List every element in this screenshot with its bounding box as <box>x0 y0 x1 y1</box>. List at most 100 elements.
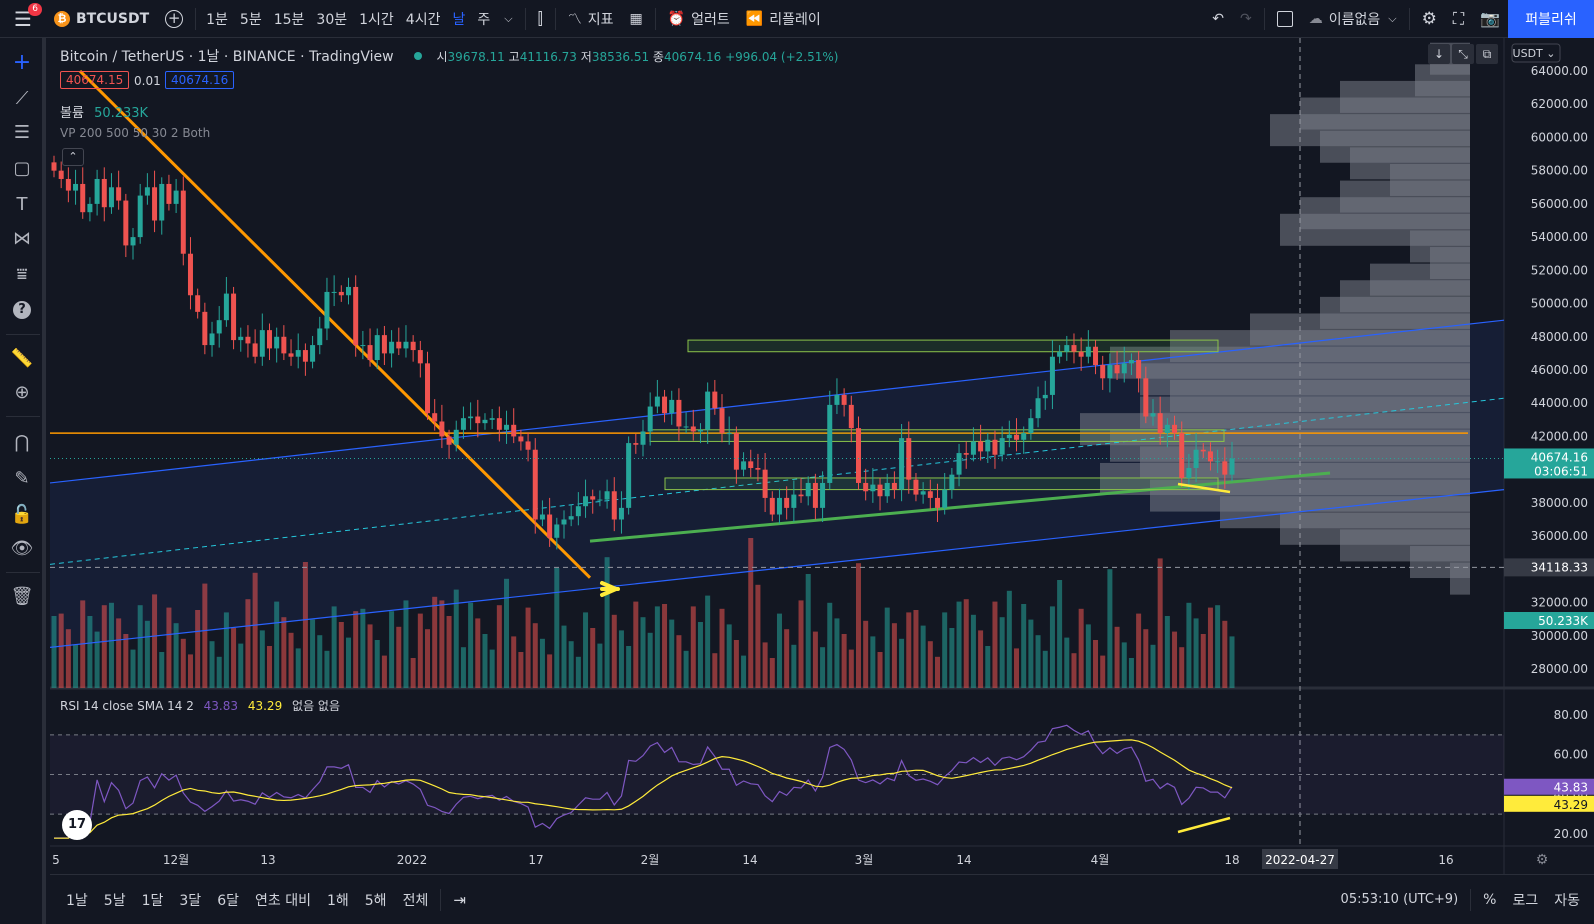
volume-bar <box>346 637 351 688</box>
trash-icon[interactable]: 🗑 <box>10 585 34 607</box>
volume-bar <box>1207 607 1213 688</box>
interval-2[interactable]: 15분 <box>273 11 305 28</box>
range-6[interactable]: 1해 <box>326 892 349 909</box>
replay-button[interactable]: ⏪ 리플레이 <box>738 0 829 38</box>
percent-toggle[interactable]: % <box>1483 891 1497 908</box>
shape-icon[interactable]: ▢ <box>13 157 31 179</box>
interval-6[interactable]: 날 <box>452 11 466 28</box>
scroll-down-button[interactable]: ↓ <box>1428 44 1450 64</box>
fullscreen-button[interactable]: ⛶ <box>1445 0 1472 38</box>
pattern-icon[interactable]: ⋈ <box>13 227 31 249</box>
text-icon[interactable]: T <box>16 193 28 215</box>
interval-5[interactable]: 4시간 <box>405 11 441 28</box>
chart-pane[interactable]: 64000.00 62000.00 60000.00 58000.00 56000.00… <box>50 38 1594 874</box>
low-value: 38536.51 <box>591 50 650 64</box>
interval-0[interactable]: 1분 <box>206 11 228 28</box>
axis-settings-icon[interactable]: ⚙ <box>1536 852 1549 868</box>
candle-body <box>432 413 438 422</box>
compare-button[interactable]: + <box>157 0 191 38</box>
stay-drawing-icon[interactable]: ✎ <box>14 467 30 489</box>
grid-icon: ▦ <box>629 10 643 27</box>
publish-button[interactable]: 퍼블리쉬 <box>1508 0 1594 38</box>
interval-1[interactable]: 5분 <box>239 11 262 28</box>
eye-icon[interactable]: 👁 <box>10 537 34 559</box>
candle <box>1042 380 1048 410</box>
redo-button[interactable]: ↷ <box>1232 0 1260 38</box>
rewind-icon: ⏪ <box>745 10 764 27</box>
candle <box>913 472 919 502</box>
plus-circle-icon: + <box>165 9 184 28</box>
magnet-icon[interactable]: ⋂ <box>14 431 30 453</box>
range-4[interactable]: 6달 <box>217 892 239 909</box>
crosshair-icon[interactable]: + <box>12 49 32 75</box>
menu-button[interactable]: ☰ 6 <box>0 0 46 38</box>
collapse-legend-button[interactable]: ⌃ <box>62 148 84 166</box>
range-0[interactable]: 1날 <box>66 892 88 909</box>
log-toggle[interactable]: 로그 <box>1512 892 1539 909</box>
candle <box>899 423 905 502</box>
interval-dropdown[interactable]: ⌵ <box>496 0 520 38</box>
candle-body <box>1172 424 1178 434</box>
range-2[interactable]: 1달 <box>141 892 164 909</box>
candle-body <box>252 343 258 357</box>
interval-3[interactable]: 30분 <box>316 11 348 28</box>
volume-bar <box>949 628 955 688</box>
tradingview-logo[interactable]: 17 <box>62 810 92 840</box>
candle <box>812 473 818 520</box>
separator <box>1408 7 1410 30</box>
save-layout-button[interactable]: ☁ 이름없음 ⌵ <box>1301 0 1405 38</box>
range-7[interactable]: 5해 <box>364 892 387 909</box>
volume-bar <box>863 620 869 688</box>
clock[interactable]: 05:53:10 (UTC+9) <box>1340 892 1459 907</box>
settings-button[interactable]: ⚙ <box>1414 0 1445 38</box>
candle <box>482 413 488 430</box>
range-1[interactable]: 5날 <box>103 892 126 909</box>
goto-date-button[interactable]: ⇥ <box>445 891 474 909</box>
time-axis-label: 12월 <box>163 853 189 867</box>
chart-type-button[interactable]: ⫿ <box>530 0 551 38</box>
range-3[interactable]: 3달 <box>179 892 202 909</box>
candle-body <box>762 469 768 498</box>
candle <box>877 477 883 511</box>
undo-button[interactable]: ↶ <box>1204 0 1232 38</box>
help-icon[interactable]: ? <box>8 296 36 324</box>
volume-bar <box>741 655 747 688</box>
volume-bar <box>137 605 143 688</box>
interval-4[interactable]: 1시간 <box>359 11 394 28</box>
range-8[interactable]: 전체 <box>402 892 429 909</box>
candle-body <box>87 203 93 213</box>
square-icon <box>1276 10 1293 27</box>
alert-button[interactable]: ⏰ 얼러트 <box>660 0 738 38</box>
snapshot-button[interactable]: 📷 <box>1472 0 1508 38</box>
trendline-icon[interactable]: ⟋ <box>15 87 29 109</box>
currency-button[interactable] <box>1511 43 1561 63</box>
rsi-label: RSI 14 close SMA 14 2 <box>60 699 194 713</box>
close-pane-button[interactable]: ⤡ <box>1452 44 1474 64</box>
volume-bars <box>51 538 1235 688</box>
auto-toggle[interactable]: 자동 <box>1554 892 1580 909</box>
volume-bar <box>1071 653 1077 688</box>
zoom-icon[interactable]: ⊕ <box>14 381 30 403</box>
symbol-title[interactable]: Bitcoin / TetherUS · 1날 · BINANCE · Trad… <box>60 49 394 65</box>
buy-price-box[interactable]: 40674.16 <box>165 71 235 89</box>
candle-body <box>417 350 423 364</box>
interval-7[interactable]: 주 <box>477 11 491 28</box>
candle-body <box>568 516 574 520</box>
prediction-icon[interactable]: ⩸ <box>16 263 28 285</box>
chart-svg[interactable]: 64000.00 62000.00 60000.00 58000.00 56000.00… <box>50 38 1594 874</box>
templates-button[interactable]: ▦ <box>621 0 650 38</box>
lock-icon[interactable]: 🔓 <box>10 503 34 525</box>
sell-price-box[interactable]: 40674.15 <box>60 71 130 89</box>
volume-bar <box>374 640 380 688</box>
fib-icon[interactable]: ☰ <box>13 121 31 143</box>
maximize-pane-button[interactable]: ⧉ <box>1476 44 1498 64</box>
layout-button[interactable] <box>1269 0 1301 38</box>
ruler-icon[interactable]: 📏 <box>10 347 34 369</box>
candle-body <box>539 514 545 520</box>
range-5[interactable]: 연초 대비 <box>254 892 311 909</box>
candle-body <box>73 183 79 191</box>
price-axis-label: 52000.00 <box>1531 263 1588 277</box>
symbol-search[interactable]: ₿ BTCUSDT <box>46 0 157 38</box>
volume-bar <box>144 620 150 688</box>
indicators-button[interactable]: 〽 지표 <box>560 0 622 38</box>
